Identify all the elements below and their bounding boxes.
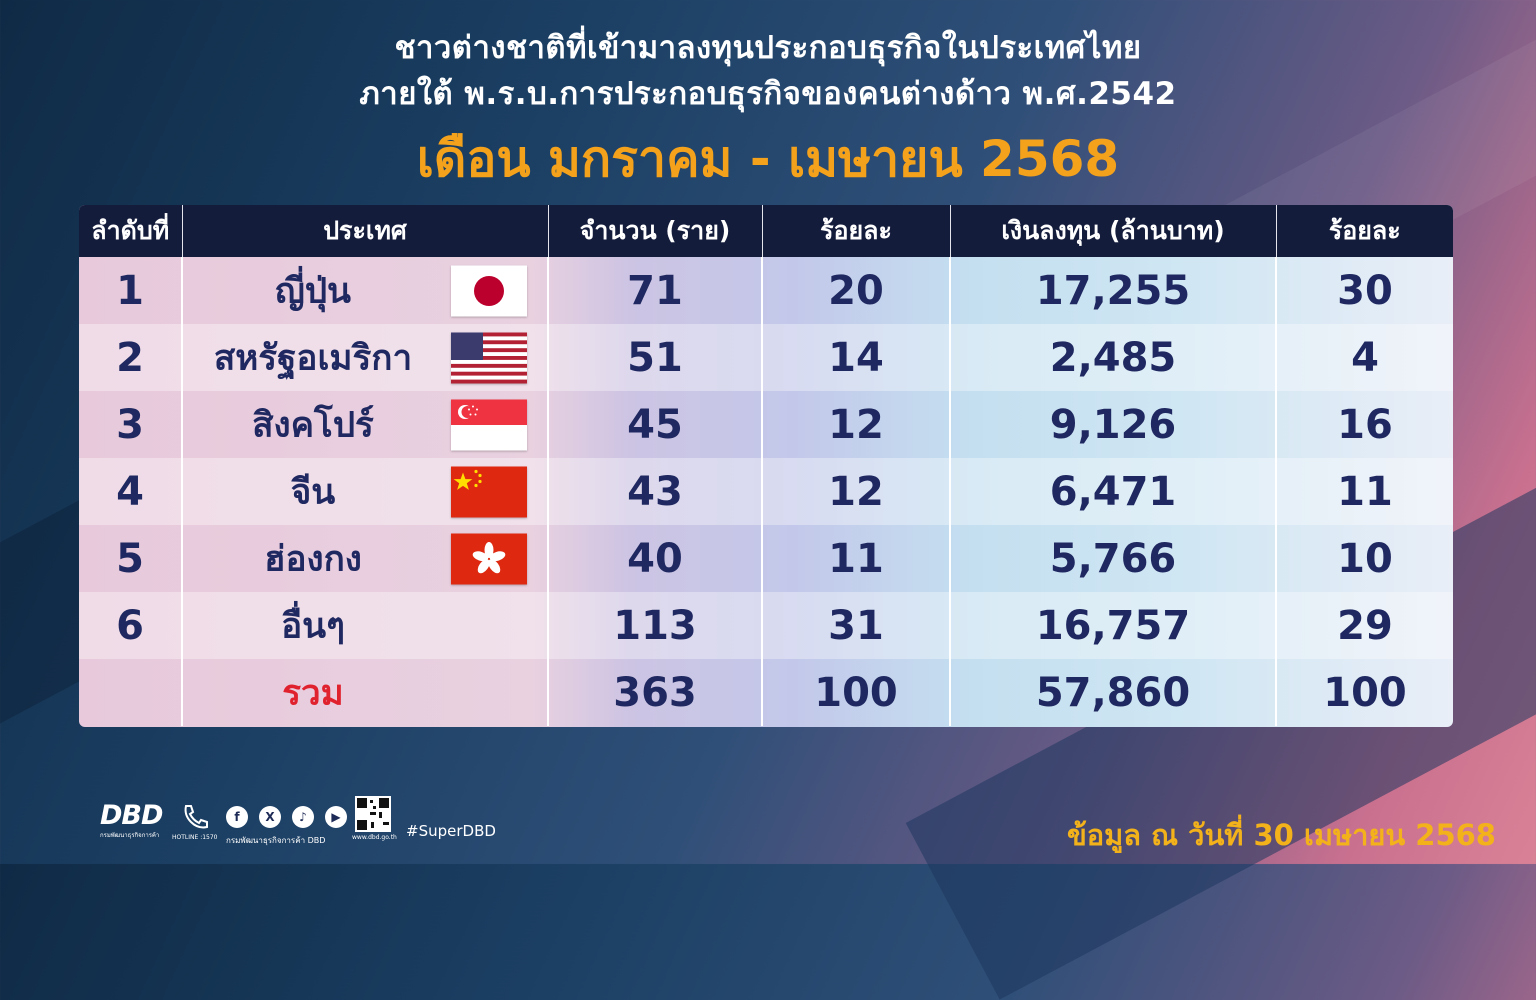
country-name: สิงคโปร์ — [252, 405, 374, 445]
count-cell: 45 — [548, 391, 763, 458]
investment-percent-cell: 4 — [1276, 324, 1453, 391]
column-header-rank: ลำดับที่ — [79, 205, 183, 257]
country-cell: ญี่ปุ่น — [182, 257, 549, 324]
count-percent-cell: 14 — [762, 324, 951, 391]
country-name: จีน — [290, 472, 336, 512]
title-line-2: ภายใต้ พ.ร.บ.การประกอบธุรกิจของคนต่างด้า… — [359, 76, 1177, 112]
total-row: รวม 363 100 57,860 100 — [79, 659, 1453, 726]
count-percent-cell: 11 — [762, 525, 951, 592]
china-flag-icon — [451, 466, 527, 517]
table-row: 6 อื่นๆ 113 31 16,757 29 — [79, 592, 1453, 659]
dbd-logo: DBD — [100, 800, 163, 831]
table-row: 2 สหรัฐอเมริกา — [79, 324, 1453, 391]
title-line-1: ชาวต่างชาติที่เข้ามาลงทุนประกอบธุรกิจในป… — [394, 30, 1142, 66]
table-row: 1 ญี่ปุ่น 71 20 17,255 30 — [79, 257, 1453, 324]
singapore-flag-icon — [451, 399, 527, 450]
qr-code-icon — [355, 796, 391, 832]
investment-cell: 17,255 — [950, 257, 1277, 324]
table-row: 4 จีน 43 12 6,471 — [79, 458, 1453, 525]
investment-cell: 5,766 — [950, 525, 1277, 592]
count-percent-cell: 31 — [762, 592, 951, 659]
rank-cell: 2 — [79, 324, 183, 391]
total-count-cell: 363 — [548, 659, 763, 726]
country-cell: สหรัฐอเมริกา — [182, 324, 549, 391]
investment-cell: 6,471 — [950, 458, 1277, 525]
social-handle: กรมพัฒนาธุรกิจการค้า DBD — [226, 836, 326, 845]
dbd-logo-subtitle: กรมพัฒนาธุรกิจการค้า — [100, 832, 160, 839]
count-cell: 71 — [548, 257, 763, 324]
investment-percent-cell: 30 — [1337, 267, 1393, 314]
investment-percent-cell: 29 — [1276, 592, 1453, 659]
count-percent-cell: 12 — [762, 391, 951, 458]
column-header-count: จำนวน (ราย) — [548, 205, 763, 257]
rank-cell — [79, 659, 183, 726]
investment-table: ลำดับที่ ประเทศ จำนวน (ราย) ร้อยละ เงินล… — [79, 205, 1453, 727]
rank-cell: 6 — [79, 592, 183, 659]
country-cell: รวม — [182, 659, 549, 726]
investment-cell: 16,757 — [950, 592, 1277, 659]
column-header-country: ประเทศ — [182, 205, 549, 257]
country-cell: อื่นๆ — [182, 592, 549, 659]
total-label: รวม — [282, 673, 344, 713]
count-cell: 40 — [548, 525, 763, 592]
country-name: อื่นๆ — [281, 606, 345, 646]
phone-icon — [178, 802, 214, 832]
investment-percent-cell: 11 — [1276, 458, 1453, 525]
country-cell: สิงคโปร์ — [182, 391, 549, 458]
count-percent-cell: 20 — [762, 257, 951, 324]
hotline-text: HOTLINE :1570 — [172, 834, 218, 841]
column-header-investment: เงินลงทุน (ล้านบาท) — [950, 205, 1277, 257]
youtube-icon[interactable]: ▶ — [325, 806, 347, 828]
total-count-percent-cell: 100 — [762, 659, 951, 726]
country-name: สหรัฐอเมริกา — [213, 338, 413, 378]
count-percent-cell: 12 — [762, 458, 951, 525]
country-cell: ฮ่องกง — [182, 525, 549, 592]
investment-percent-cell: 10 — [1337, 535, 1393, 582]
footer-branding: DBD กรมพัฒนาธุรกิจการค้า HOTLINE :1570 f… — [100, 796, 520, 846]
column-header-investment-percent: ร้อยละ — [1276, 205, 1453, 257]
hashtag: #SuperDBD — [406, 822, 496, 840]
rank-cell: 4 — [79, 458, 183, 525]
data-date-note: ข้อมูล ณ วันที่ 30 เมษายน 2568 — [1066, 818, 1496, 852]
table-row: 5 ฮ่องกง — [79, 525, 1453, 592]
x-icon[interactable]: X — [259, 806, 281, 828]
count-cell: 51 — [548, 324, 763, 391]
total-investment-percent-cell: 100 — [1323, 669, 1407, 716]
investment-percent-cell: 16 — [1337, 401, 1393, 448]
country-name: ญี่ปุ่น — [275, 271, 351, 311]
hongkong-flag-icon — [451, 533, 527, 584]
japan-flag-icon — [451, 265, 527, 316]
website-text: www.dbd.go.th — [352, 834, 397, 841]
investment-cell: 9,126 — [950, 391, 1277, 458]
country-name: ฮ่องกง — [264, 539, 362, 579]
column-header-count-percent: ร้อยละ — [762, 205, 951, 257]
count-cell: 43 — [548, 458, 763, 525]
facebook-icon[interactable]: f — [226, 806, 248, 828]
table-row: 3 สิงคโปร์ 45 12 9,126 16 — [79, 391, 1453, 458]
rank-cell: 3 — [79, 391, 183, 458]
rank-cell: 1 — [79, 257, 183, 324]
country-cell: จีน — [182, 458, 549, 525]
count-cell: 113 — [548, 592, 763, 659]
total-investment-cell: 57,860 — [950, 659, 1277, 726]
period-title: เดือน มกราคม - เมษายน 2568 — [416, 130, 1120, 188]
rank-cell: 5 — [79, 525, 183, 592]
tiktok-icon[interactable]: ♪ — [292, 806, 314, 828]
investment-cell: 2,485 — [950, 324, 1277, 391]
usa-flag-icon — [451, 332, 527, 383]
